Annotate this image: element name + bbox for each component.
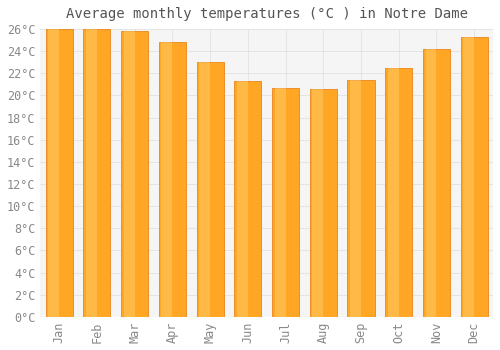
Bar: [199, 62, 210, 317]
Bar: [385, 68, 412, 317]
Bar: [423, 49, 450, 317]
Bar: [274, 88, 285, 317]
Bar: [426, 49, 436, 317]
Bar: [86, 29, 97, 317]
Bar: [234, 81, 262, 317]
Bar: [464, 37, 474, 317]
Title: Average monthly temperatures (°C ) in Notre Dame: Average monthly temperatures (°C ) in No…: [66, 7, 468, 21]
Bar: [460, 37, 488, 317]
Bar: [237, 81, 248, 317]
Bar: [348, 80, 374, 317]
Bar: [310, 89, 337, 317]
Bar: [48, 29, 59, 317]
Bar: [312, 89, 324, 317]
Bar: [388, 68, 398, 317]
Bar: [350, 80, 361, 317]
Bar: [124, 31, 134, 317]
Bar: [84, 29, 110, 317]
Bar: [46, 29, 73, 317]
Bar: [196, 62, 224, 317]
Bar: [272, 88, 299, 317]
Bar: [159, 42, 186, 317]
Bar: [121, 31, 148, 317]
Bar: [162, 42, 172, 317]
